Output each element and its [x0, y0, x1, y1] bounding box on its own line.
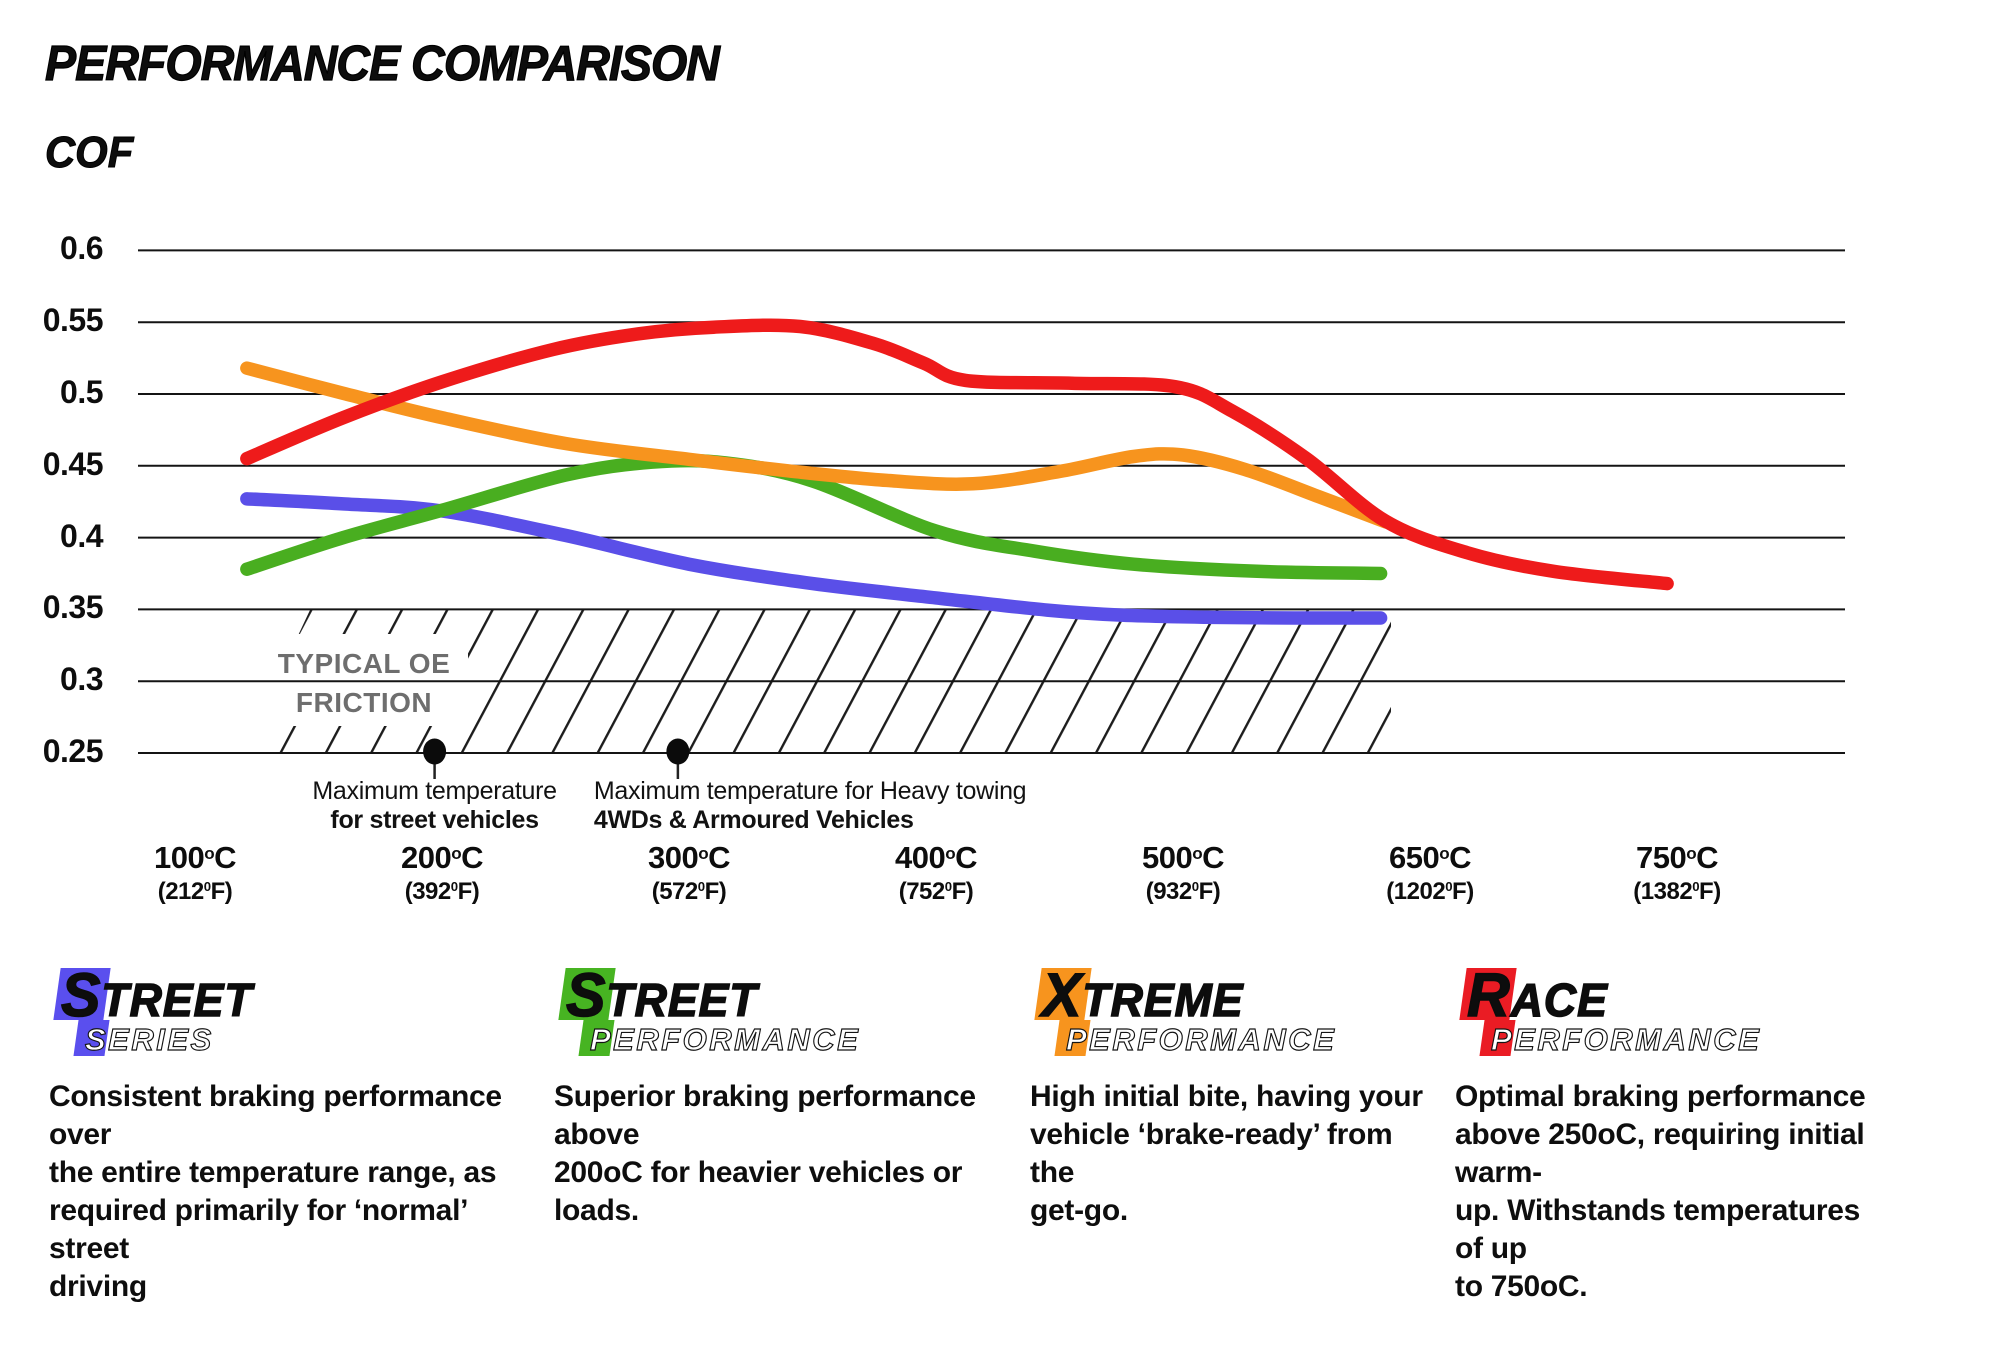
page-title: PERFORMANCE COMPARISON	[44, 36, 720, 91]
x-tick-celsius: 750oC	[1635, 840, 1719, 875]
x-tick-celsius: 300oC	[647, 840, 731, 875]
y-axis-title: COF	[45, 128, 134, 178]
product-logo: STREET PERFORMANCE	[554, 960, 1014, 1066]
product-description: Optimal braking performance above 250oC,…	[1455, 1080, 1866, 1303]
x-tick-celsius: 200oC	[400, 840, 484, 875]
legend-product: STREET SERIES Consistent braking performan…	[49, 960, 519, 1303]
x-tick-label: 200oC (3920F)	[332, 840, 552, 905]
product-name-primary: STREET	[565, 960, 758, 1030]
product-name-primary: XTREME	[1041, 960, 1244, 1030]
annotation-line2: for street vehicles	[330, 806, 539, 834]
x-tick-fahrenheit: (2120F)	[157, 877, 233, 905]
curve-xtreme-performance	[240, 361, 1393, 529]
marker-dot	[666, 738, 690, 765]
x-tick-fahrenheit: (9320F)	[1145, 877, 1221, 905]
annotation-line2: 4WDs & Armoured Vehicles	[593, 806, 914, 834]
x-tick-celsius: 500oC	[1141, 840, 1225, 875]
product-description: Consistent braking performance over the …	[49, 1080, 502, 1303]
y-tick-label: 0.25	[42, 733, 104, 769]
x-tick-celsius: 400oC	[894, 840, 978, 875]
y-tick-label: 0.35	[42, 589, 104, 626]
oe-label-line2: FRICTION	[295, 687, 433, 718]
y-tick-label: 0.5	[60, 374, 103, 410]
x-tick-fahrenheit: (12020F)	[1386, 877, 1474, 905]
typical-oe-friction-label: TYPICAL OE FRICTION	[264, 644, 464, 722]
product-description: High initial bite, having your vehicle ‘…	[1030, 1080, 1423, 1227]
y-tick-label: 0.55	[42, 302, 104, 339]
y-tick-label: 0.6	[60, 230, 103, 267]
product-description: Superior braking performance above 200oC…	[554, 1080, 976, 1227]
oe-label-line1: TYPICAL OE	[277, 648, 451, 679]
product-name-secondary: PERFORMANCE	[1490, 1021, 1762, 1057]
y-tick-label: 0.3	[60, 661, 103, 698]
legend-product: XTREME PERFORMANCE High initial bite, havi…	[1030, 960, 1430, 1266]
oe-label-background	[258, 634, 468, 726]
product-name-secondary: SERIES	[84, 1021, 214, 1057]
legend-product: RACE PERFORMANCE Optimal braking performan…	[1455, 960, 1875, 1303]
x-tick-fahrenheit: (3920F)	[404, 877, 480, 905]
product-logo: XTREME PERFORMANCE	[1030, 960, 1430, 1066]
x-tick-label: 100oC (2120F)	[85, 840, 305, 905]
product-logo: STREET SERIES	[49, 960, 519, 1066]
annotation-line1: Maximum temperature for Heavy towing	[593, 777, 1027, 805]
product-name-secondary: PERFORMANCE	[1065, 1021, 1337, 1057]
x-tick-label: 500oC (9320F)	[1073, 840, 1293, 905]
x-tick-celsius: 100oC	[153, 840, 237, 875]
y-tick-label: 0.45	[42, 445, 104, 482]
curve-race-performance	[240, 318, 1674, 591]
product-name-primary: STREET	[60, 960, 253, 1030]
product-name-primary: RACE	[1466, 960, 1608, 1030]
y-tick-label: 0.4	[60, 517, 103, 554]
product-logo: RACE PERFORMANCE	[1455, 960, 1875, 1066]
x-tick-label: 400oC (7520F)	[826, 840, 1046, 905]
x-tick-fahrenheit: (7520F)	[898, 877, 974, 905]
x-tick-fahrenheit: (13820F)	[1633, 877, 1721, 905]
x-tick-celsius: 650oC	[1388, 840, 1472, 875]
x-tick-label: 300oC (5720F)	[579, 840, 799, 905]
legend-product: STREET PERFORMANCE Superior braking perfor…	[554, 960, 1014, 1266]
x-tick-label: 750oC (13820F)	[1567, 840, 1787, 905]
marker-dot	[423, 738, 447, 765]
temperature-markers	[423, 738, 690, 779]
max-temperature-annotation: Maximum temperature for street vehicles	[215, 777, 655, 835]
annotation-line1: Maximum temperature	[312, 777, 557, 805]
max-temperature-annotation: Maximum temperature for Heavy towing 4WDs…	[594, 777, 1154, 835]
product-name-secondary: PERFORMANCE	[589, 1021, 861, 1057]
x-tick-label: 650oC (12020F)	[1320, 840, 1540, 905]
series-curves	[240, 318, 1674, 625]
x-tick-fahrenheit: (5720F)	[651, 877, 727, 905]
